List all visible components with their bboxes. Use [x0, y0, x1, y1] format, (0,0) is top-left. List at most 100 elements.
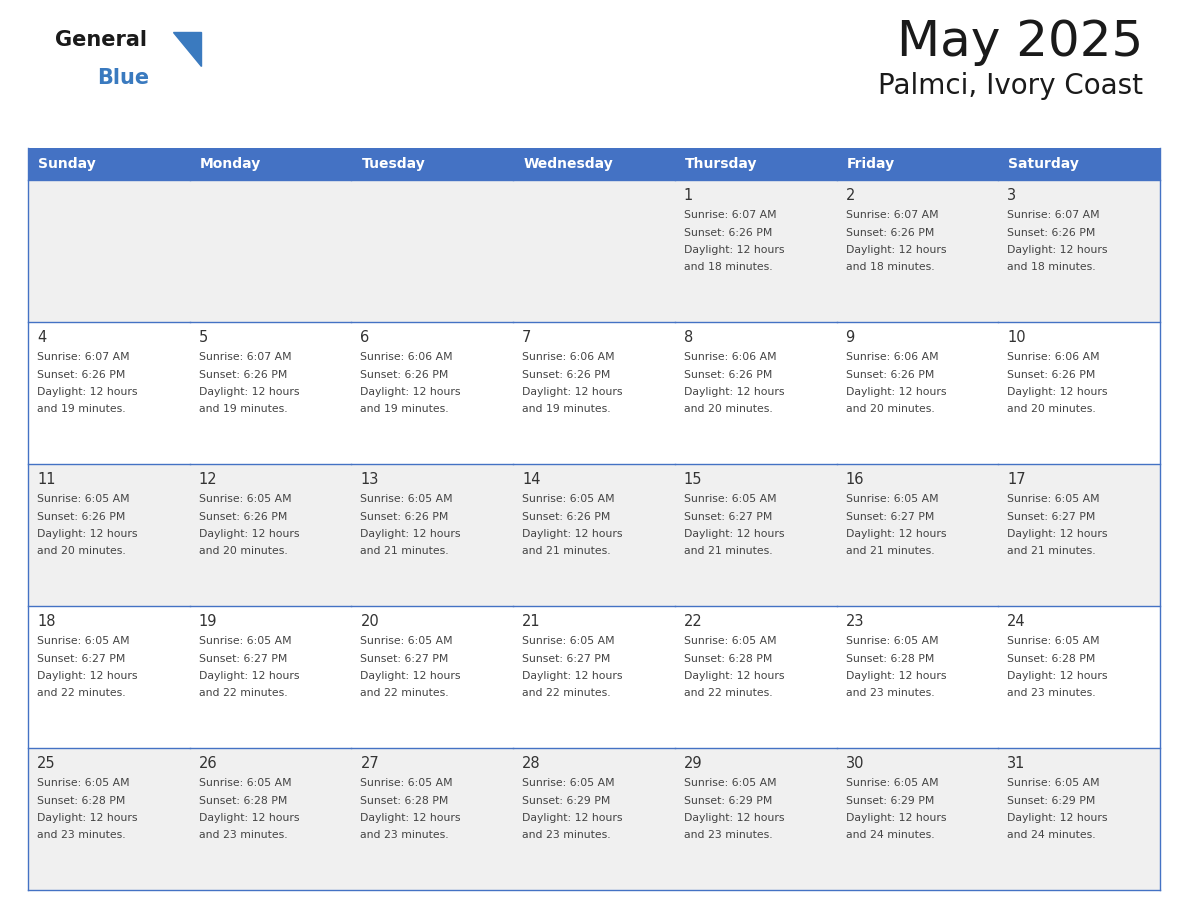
Text: Daylight: 12 hours: Daylight: 12 hours — [846, 245, 946, 255]
Text: May 2025: May 2025 — [897, 18, 1143, 66]
Text: Daylight: 12 hours: Daylight: 12 hours — [684, 813, 784, 823]
Text: and 21 minutes.: and 21 minutes. — [360, 546, 449, 556]
Text: and 19 minutes.: and 19 minutes. — [37, 405, 126, 415]
Text: 22: 22 — [684, 614, 702, 629]
Text: Daylight: 12 hours: Daylight: 12 hours — [198, 529, 299, 539]
Text: Sunday: Sunday — [38, 157, 96, 171]
Text: 4: 4 — [37, 330, 46, 345]
Bar — [29, 322, 190, 464]
Text: General: General — [55, 30, 147, 50]
Text: 13: 13 — [360, 472, 379, 487]
Text: 8: 8 — [684, 330, 693, 345]
Bar — [513, 322, 675, 464]
Bar — [352, 322, 513, 464]
Bar — [190, 180, 352, 322]
Text: Palmci, Ivory Coast: Palmci, Ivory Coast — [878, 72, 1143, 100]
Text: Daylight: 12 hours: Daylight: 12 hours — [523, 671, 623, 681]
Text: 29: 29 — [684, 756, 702, 771]
Text: 31: 31 — [1007, 756, 1025, 771]
Bar — [998, 322, 1159, 464]
Text: and 22 minutes.: and 22 minutes. — [523, 688, 611, 699]
Bar — [998, 180, 1159, 322]
Text: Sunset: 6:29 PM: Sunset: 6:29 PM — [523, 796, 611, 805]
Text: Daylight: 12 hours: Daylight: 12 hours — [523, 813, 623, 823]
Bar — [675, 322, 836, 464]
Text: Daylight: 12 hours: Daylight: 12 hours — [1007, 529, 1107, 539]
Text: Daylight: 12 hours: Daylight: 12 hours — [360, 813, 461, 823]
Bar — [190, 748, 352, 890]
Text: Sunrise: 6:05 AM: Sunrise: 6:05 AM — [37, 636, 129, 646]
Text: Daylight: 12 hours: Daylight: 12 hours — [1007, 671, 1107, 681]
Text: 16: 16 — [846, 472, 864, 487]
Text: Sunset: 6:29 PM: Sunset: 6:29 PM — [846, 796, 934, 805]
Text: 23: 23 — [846, 614, 864, 629]
Text: 19: 19 — [198, 614, 217, 629]
Text: 15: 15 — [684, 472, 702, 487]
Text: Sunset: 6:27 PM: Sunset: 6:27 PM — [684, 511, 772, 521]
Text: Sunrise: 6:05 AM: Sunrise: 6:05 AM — [684, 636, 777, 646]
Text: Sunset: 6:26 PM: Sunset: 6:26 PM — [37, 511, 126, 521]
Text: Sunrise: 6:05 AM: Sunrise: 6:05 AM — [1007, 778, 1100, 788]
Text: and 23 minutes.: and 23 minutes. — [360, 831, 449, 841]
Text: Sunrise: 6:07 AM: Sunrise: 6:07 AM — [37, 352, 129, 362]
Text: and 23 minutes.: and 23 minutes. — [37, 831, 126, 841]
Bar — [513, 606, 675, 748]
Bar — [513, 180, 675, 322]
Text: Sunrise: 6:06 AM: Sunrise: 6:06 AM — [1007, 352, 1100, 362]
Text: Sunset: 6:26 PM: Sunset: 6:26 PM — [198, 511, 287, 521]
Text: Sunset: 6:26 PM: Sunset: 6:26 PM — [523, 511, 611, 521]
Text: Sunset: 6:26 PM: Sunset: 6:26 PM — [1007, 370, 1095, 379]
Text: Daylight: 12 hours: Daylight: 12 hours — [37, 387, 138, 397]
Text: Wednesday: Wednesday — [523, 157, 613, 171]
Text: Sunset: 6:26 PM: Sunset: 6:26 PM — [523, 370, 611, 379]
Text: 14: 14 — [523, 472, 541, 487]
Text: Sunrise: 6:07 AM: Sunrise: 6:07 AM — [1007, 210, 1100, 220]
Text: Daylight: 12 hours: Daylight: 12 hours — [198, 387, 299, 397]
Text: and 22 minutes.: and 22 minutes. — [360, 688, 449, 699]
Text: and 18 minutes.: and 18 minutes. — [846, 263, 934, 273]
Text: Daylight: 12 hours: Daylight: 12 hours — [684, 529, 784, 539]
Text: 18: 18 — [37, 614, 56, 629]
Text: and 20 minutes.: and 20 minutes. — [684, 405, 772, 415]
Text: and 23 minutes.: and 23 minutes. — [523, 831, 611, 841]
Bar — [190, 606, 352, 748]
Text: Sunrise: 6:06 AM: Sunrise: 6:06 AM — [360, 352, 453, 362]
Text: Sunset: 6:27 PM: Sunset: 6:27 PM — [198, 654, 287, 664]
Bar — [352, 748, 513, 890]
Text: and 23 minutes.: and 23 minutes. — [846, 688, 934, 699]
Text: Sunrise: 6:05 AM: Sunrise: 6:05 AM — [198, 636, 291, 646]
Text: Sunrise: 6:05 AM: Sunrise: 6:05 AM — [37, 778, 129, 788]
Text: Daylight: 12 hours: Daylight: 12 hours — [523, 387, 623, 397]
Text: 21: 21 — [523, 614, 541, 629]
Text: 12: 12 — [198, 472, 217, 487]
Text: Sunrise: 6:05 AM: Sunrise: 6:05 AM — [523, 636, 614, 646]
Text: 11: 11 — [37, 472, 56, 487]
Text: 3: 3 — [1007, 188, 1017, 203]
Bar — [998, 748, 1159, 890]
Bar — [352, 148, 513, 180]
Bar — [998, 606, 1159, 748]
Text: Daylight: 12 hours: Daylight: 12 hours — [1007, 387, 1107, 397]
Text: Sunrise: 6:05 AM: Sunrise: 6:05 AM — [360, 778, 453, 788]
Text: and 22 minutes.: and 22 minutes. — [198, 688, 287, 699]
Text: 1: 1 — [684, 188, 693, 203]
Text: Daylight: 12 hours: Daylight: 12 hours — [684, 245, 784, 255]
Text: and 19 minutes.: and 19 minutes. — [360, 405, 449, 415]
Bar — [190, 464, 352, 606]
Text: and 20 minutes.: and 20 minutes. — [37, 546, 126, 556]
Text: Daylight: 12 hours: Daylight: 12 hours — [360, 529, 461, 539]
Text: Sunrise: 6:05 AM: Sunrise: 6:05 AM — [360, 636, 453, 646]
Text: Sunrise: 6:06 AM: Sunrise: 6:06 AM — [684, 352, 777, 362]
Text: Sunset: 6:26 PM: Sunset: 6:26 PM — [360, 511, 449, 521]
Text: 24: 24 — [1007, 614, 1026, 629]
Text: Sunset: 6:28 PM: Sunset: 6:28 PM — [684, 654, 772, 664]
Text: Sunset: 6:28 PM: Sunset: 6:28 PM — [846, 654, 934, 664]
Text: and 22 minutes.: and 22 minutes. — [684, 688, 772, 699]
Text: Saturday: Saturday — [1009, 157, 1079, 171]
Bar — [998, 464, 1159, 606]
Text: 9: 9 — [846, 330, 855, 345]
Text: 7: 7 — [523, 330, 531, 345]
Text: Sunset: 6:29 PM: Sunset: 6:29 PM — [684, 796, 772, 805]
Bar — [675, 606, 836, 748]
Text: Daylight: 12 hours: Daylight: 12 hours — [846, 671, 946, 681]
